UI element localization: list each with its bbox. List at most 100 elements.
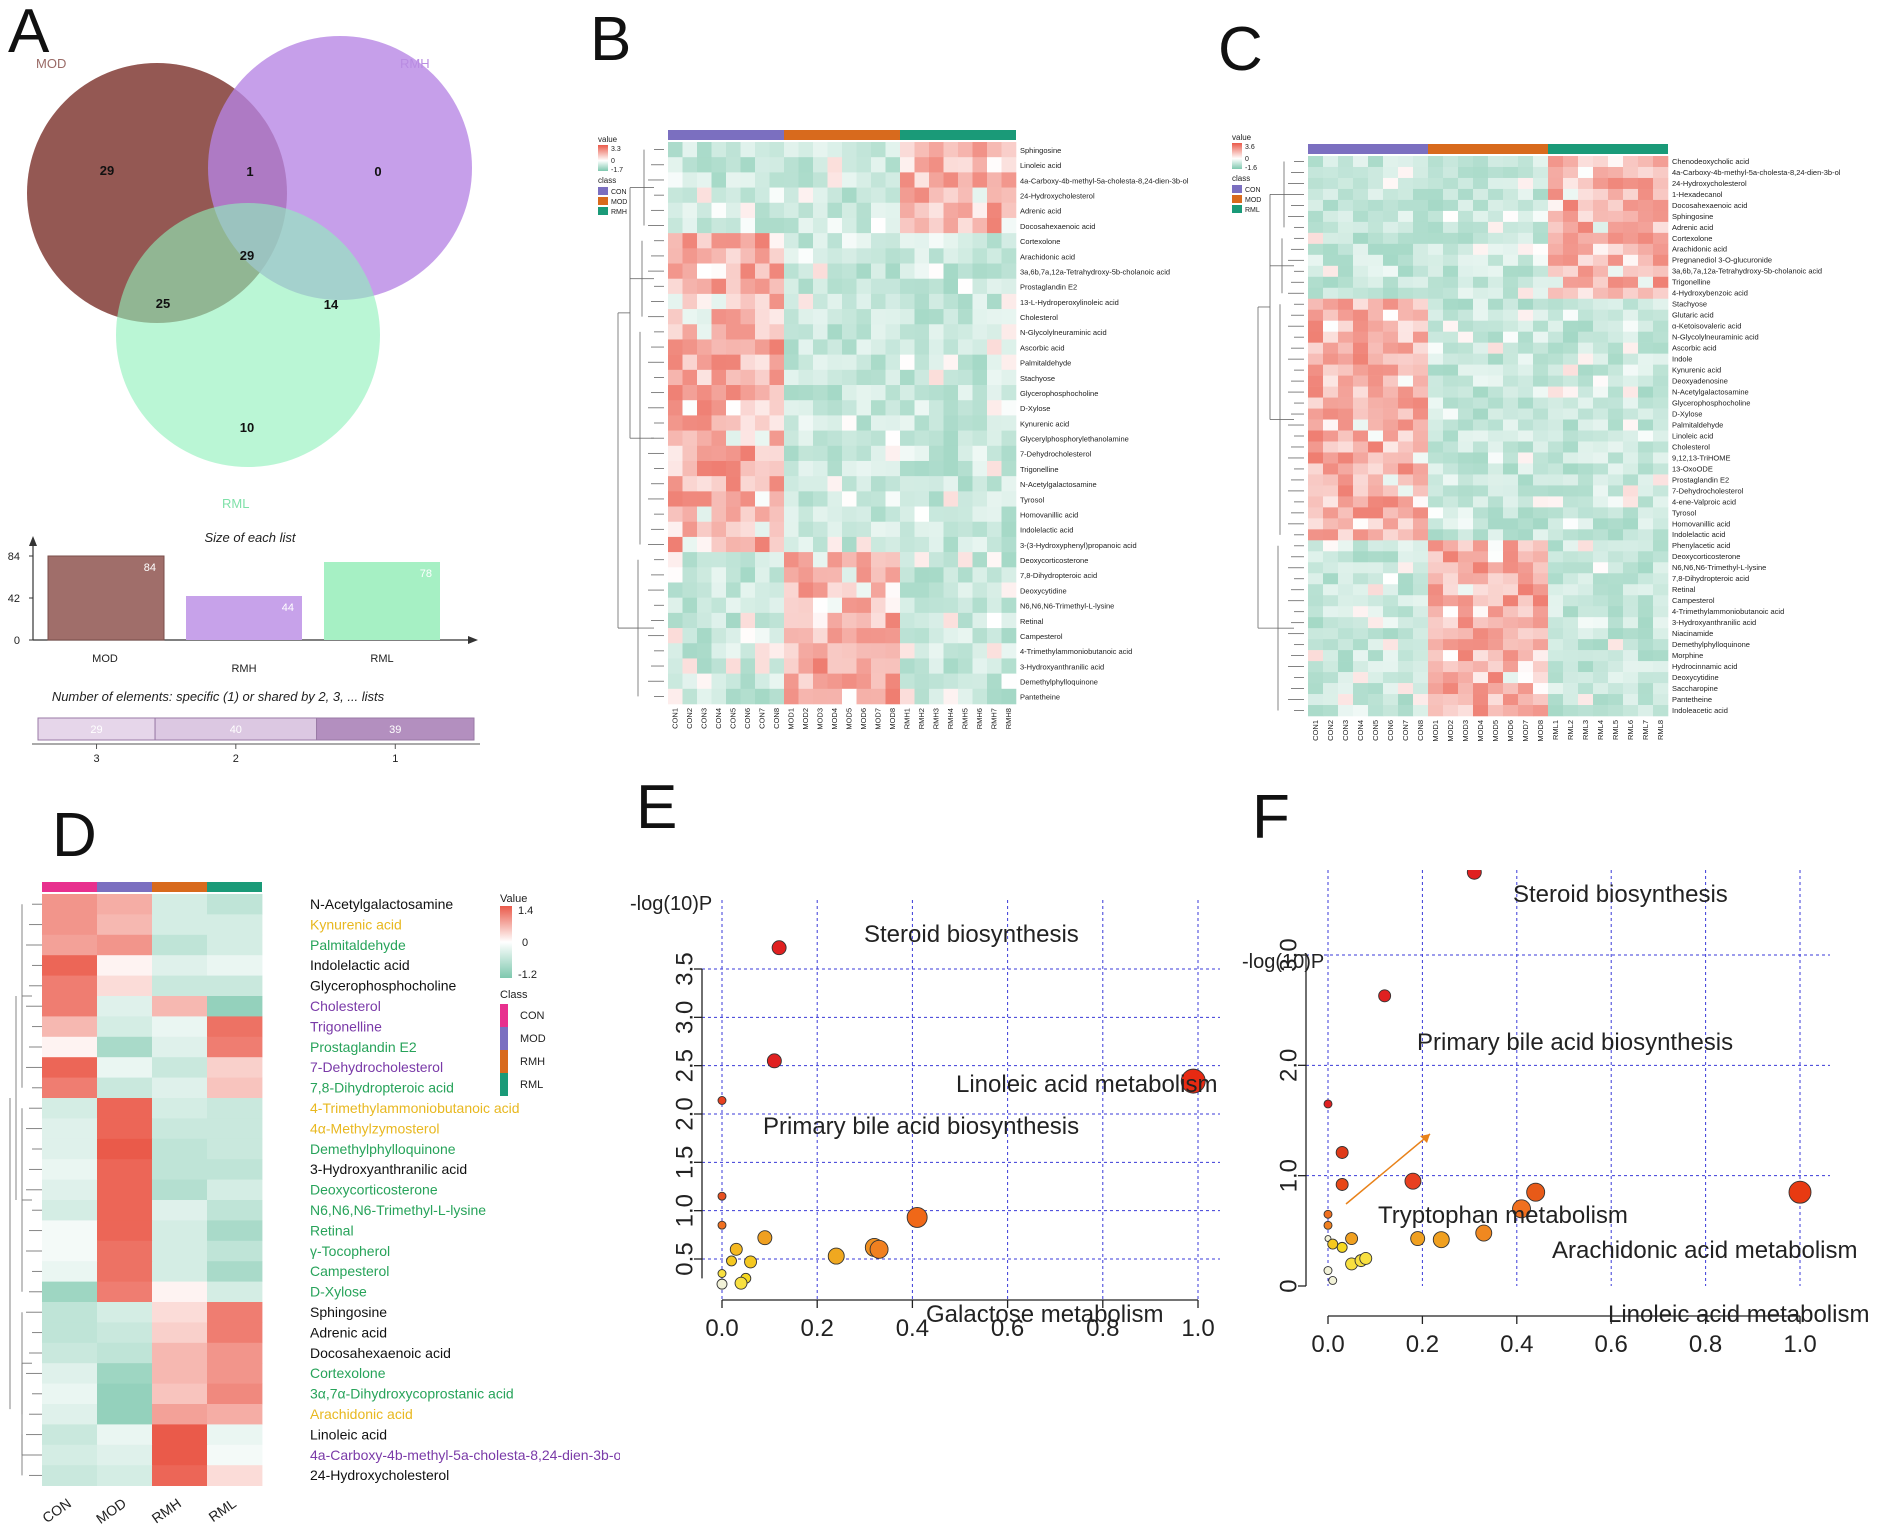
- heatmap-cell: [929, 385, 944, 401]
- heatmap-cell: [1383, 430, 1399, 442]
- heatmap-cell: [1473, 672, 1489, 684]
- heatmap-cell: [958, 445, 973, 462]
- heatmap-cell: [769, 476, 785, 492]
- heatmap-cell: [1638, 265, 1654, 278]
- heatmap-cell: [726, 339, 741, 355]
- heatmap-cell: [1308, 353, 1324, 365]
- heatmap-row-label: Arachidonic acid: [310, 1406, 413, 1422]
- heatmap-cell: [1488, 672, 1504, 684]
- heatmap-cell: [1308, 496, 1324, 508]
- heatmap-cell: [1473, 683, 1489, 695]
- heatmap-cell: [1413, 705, 1429, 717]
- heatmap-cell: [1368, 573, 1384, 585]
- heatmap-cell: [42, 1383, 98, 1405]
- class-bar-rml: [1548, 144, 1668, 154]
- heatmap-cell: [987, 263, 1002, 280]
- heatmap-cell: [726, 597, 741, 614]
- heatmap-cell: [900, 612, 915, 629]
- heatmap-col-label: CON4: [1356, 720, 1365, 741]
- heatmap-cell: [798, 491, 814, 507]
- heatmap-row-label: 4-Hydroxybenzoic acid: [1672, 289, 1748, 298]
- heatmap-cell: [900, 157, 915, 173]
- heatmap-cell: [207, 1220, 263, 1242]
- heatmap-cell: [769, 536, 785, 553]
- heatmap-cell: [1338, 606, 1354, 618]
- heatmap-cell: [1578, 617, 1594, 629]
- shared-bar-1: [316, 717, 475, 741]
- heatmap-cell: [1398, 331, 1414, 343]
- heatmap-cell: [1503, 606, 1519, 618]
- heatmap-cell: [943, 567, 959, 583]
- heatmap-cell: [1533, 221, 1549, 234]
- heatmap-cell: [972, 612, 988, 629]
- heatmap-col-label: MOD3: [815, 708, 824, 730]
- heatmap-cell: [1608, 683, 1624, 695]
- heatmap-cell: [958, 293, 973, 310]
- heatmap-cell: [755, 445, 770, 462]
- heatmap-cell: [1638, 243, 1654, 256]
- heatmap-cell: [726, 476, 741, 492]
- heatmap-cell: [1473, 540, 1489, 552]
- heatmap-cell: [1428, 375, 1444, 387]
- heatmap-cell: [1323, 496, 1339, 508]
- heatmap-cell: [1353, 331, 1369, 343]
- heatmap-cell: [914, 597, 930, 614]
- heatmap-cell: [1578, 221, 1594, 234]
- heatmap-cell: [1458, 496, 1474, 508]
- heatmap-cell: [1578, 419, 1594, 431]
- heatmap-cell: [871, 673, 886, 690]
- class-bar-con: [42, 882, 97, 892]
- heatmap-cell: [697, 415, 712, 431]
- heatmap-cell: [1593, 342, 1609, 354]
- heatmap-cell: [842, 476, 857, 492]
- heatmap-cell: [1653, 551, 1669, 563]
- heatmap-cell: [1368, 397, 1384, 409]
- heatmap-cell: [827, 430, 843, 447]
- heatmap-cell: [943, 460, 959, 477]
- heatmap-cell: [668, 233, 683, 249]
- heatmap-cell: [711, 369, 727, 386]
- heatmap-cell: [207, 975, 263, 997]
- heatmap-cell: [1443, 430, 1459, 442]
- heatmap-cell: [1473, 595, 1489, 607]
- data-point: [827, 1247, 845, 1265]
- heatmap-cell: [1488, 441, 1504, 453]
- heatmap-cell: [1383, 309, 1399, 322]
- heatmap-cell: [813, 536, 828, 553]
- heatmap-cell: [1653, 243, 1669, 256]
- heatmap-row-label: Phenylacetic acid: [1672, 541, 1730, 550]
- heatmap-cell: [1488, 254, 1504, 267]
- heatmap-cell: [1338, 309, 1354, 322]
- heatmap-cell: [1458, 463, 1474, 475]
- heatmap-cell: [1473, 298, 1489, 311]
- venn-circle-rml: [116, 203, 380, 467]
- heatmap-cell: [1353, 254, 1369, 267]
- heatmap-cell: [798, 339, 814, 355]
- heatmap-cell: [1518, 628, 1534, 640]
- heatmap-cell: [1383, 485, 1399, 497]
- heatmap-cell: [1653, 606, 1669, 618]
- heatmap-cell: [1533, 265, 1549, 278]
- heatmap-cell: [1518, 353, 1534, 365]
- heatmap-cell: [813, 460, 828, 477]
- heatmap-cell: [972, 400, 988, 416]
- heatmap-cell: [207, 1281, 263, 1303]
- heatmap-cell: [1443, 353, 1459, 365]
- heatmap-cell: [1473, 485, 1489, 497]
- heatmap-cell: [1593, 419, 1609, 431]
- heatmap-cell: [1368, 639, 1384, 651]
- heatmap-cell: [1488, 375, 1504, 387]
- heatmap-cell: [1503, 650, 1519, 662]
- heatmap-cell: [697, 217, 712, 234]
- heatmap-cell: [740, 521, 756, 538]
- heatmap-cell: [1383, 375, 1399, 387]
- heatmap-cell: [682, 157, 698, 173]
- heatmap-cell: [755, 430, 770, 447]
- heatmap-cell: [1638, 353, 1654, 365]
- heatmap-cell: [1368, 156, 1384, 168]
- heatmap-cell: [1548, 320, 1564, 332]
- heatmap-cell: [207, 1322, 263, 1344]
- heatmap-cell: [711, 202, 727, 219]
- heatmap-cell: [1473, 408, 1489, 420]
- heatmap-cell: [668, 202, 683, 219]
